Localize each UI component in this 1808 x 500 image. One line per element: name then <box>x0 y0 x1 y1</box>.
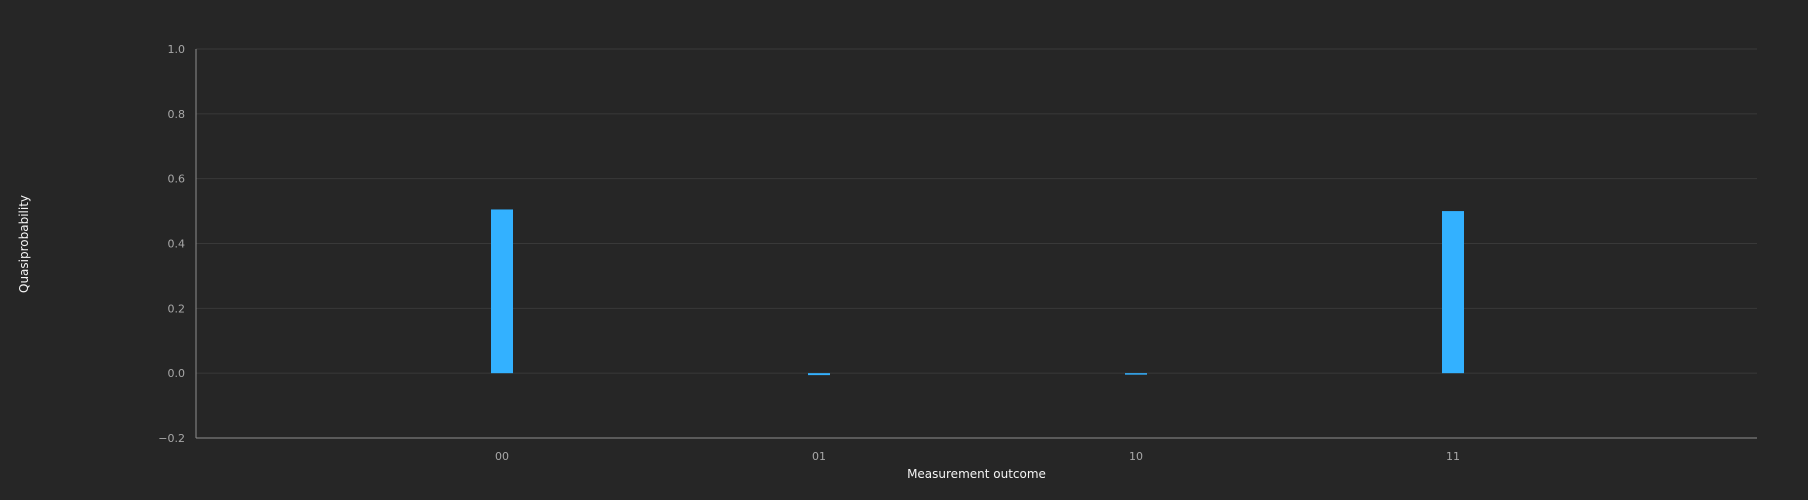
y-tick-label: 0.4 <box>168 238 186 251</box>
x-axis-title: Measurement outcome <box>907 467 1046 481</box>
y-tick-label: 0.0 <box>168 367 186 380</box>
y-axis-title: Quasiprobability <box>17 195 31 293</box>
x-tick-label: 10 <box>1129 450 1143 463</box>
y-tick-label: 0.8 <box>168 108 186 121</box>
bar-01 <box>808 373 830 376</box>
x-tick-label: 11 <box>1446 450 1460 463</box>
gridlines <box>196 48 1757 374</box>
bar-00 <box>491 209 513 374</box>
y-tick-label: −0.2 <box>158 432 185 445</box>
y-tick-label: 0.2 <box>168 302 186 315</box>
bars <box>491 209 1464 376</box>
x-tick-labels: 00 01 10 11 <box>495 450 1460 463</box>
y-tick-labels: −0.2 0.0 0.2 0.4 0.6 0.8 1.0 <box>158 43 185 445</box>
axes <box>195 49 1757 439</box>
x-tick-label: 00 <box>495 450 509 463</box>
y-tick-label: 0.6 <box>168 173 186 186</box>
x-tick-label: 01 <box>812 450 826 463</box>
bar-11 <box>1442 211 1464 374</box>
y-tick-label: 1.0 <box>168 43 186 56</box>
bar-10 <box>1125 373 1147 375</box>
